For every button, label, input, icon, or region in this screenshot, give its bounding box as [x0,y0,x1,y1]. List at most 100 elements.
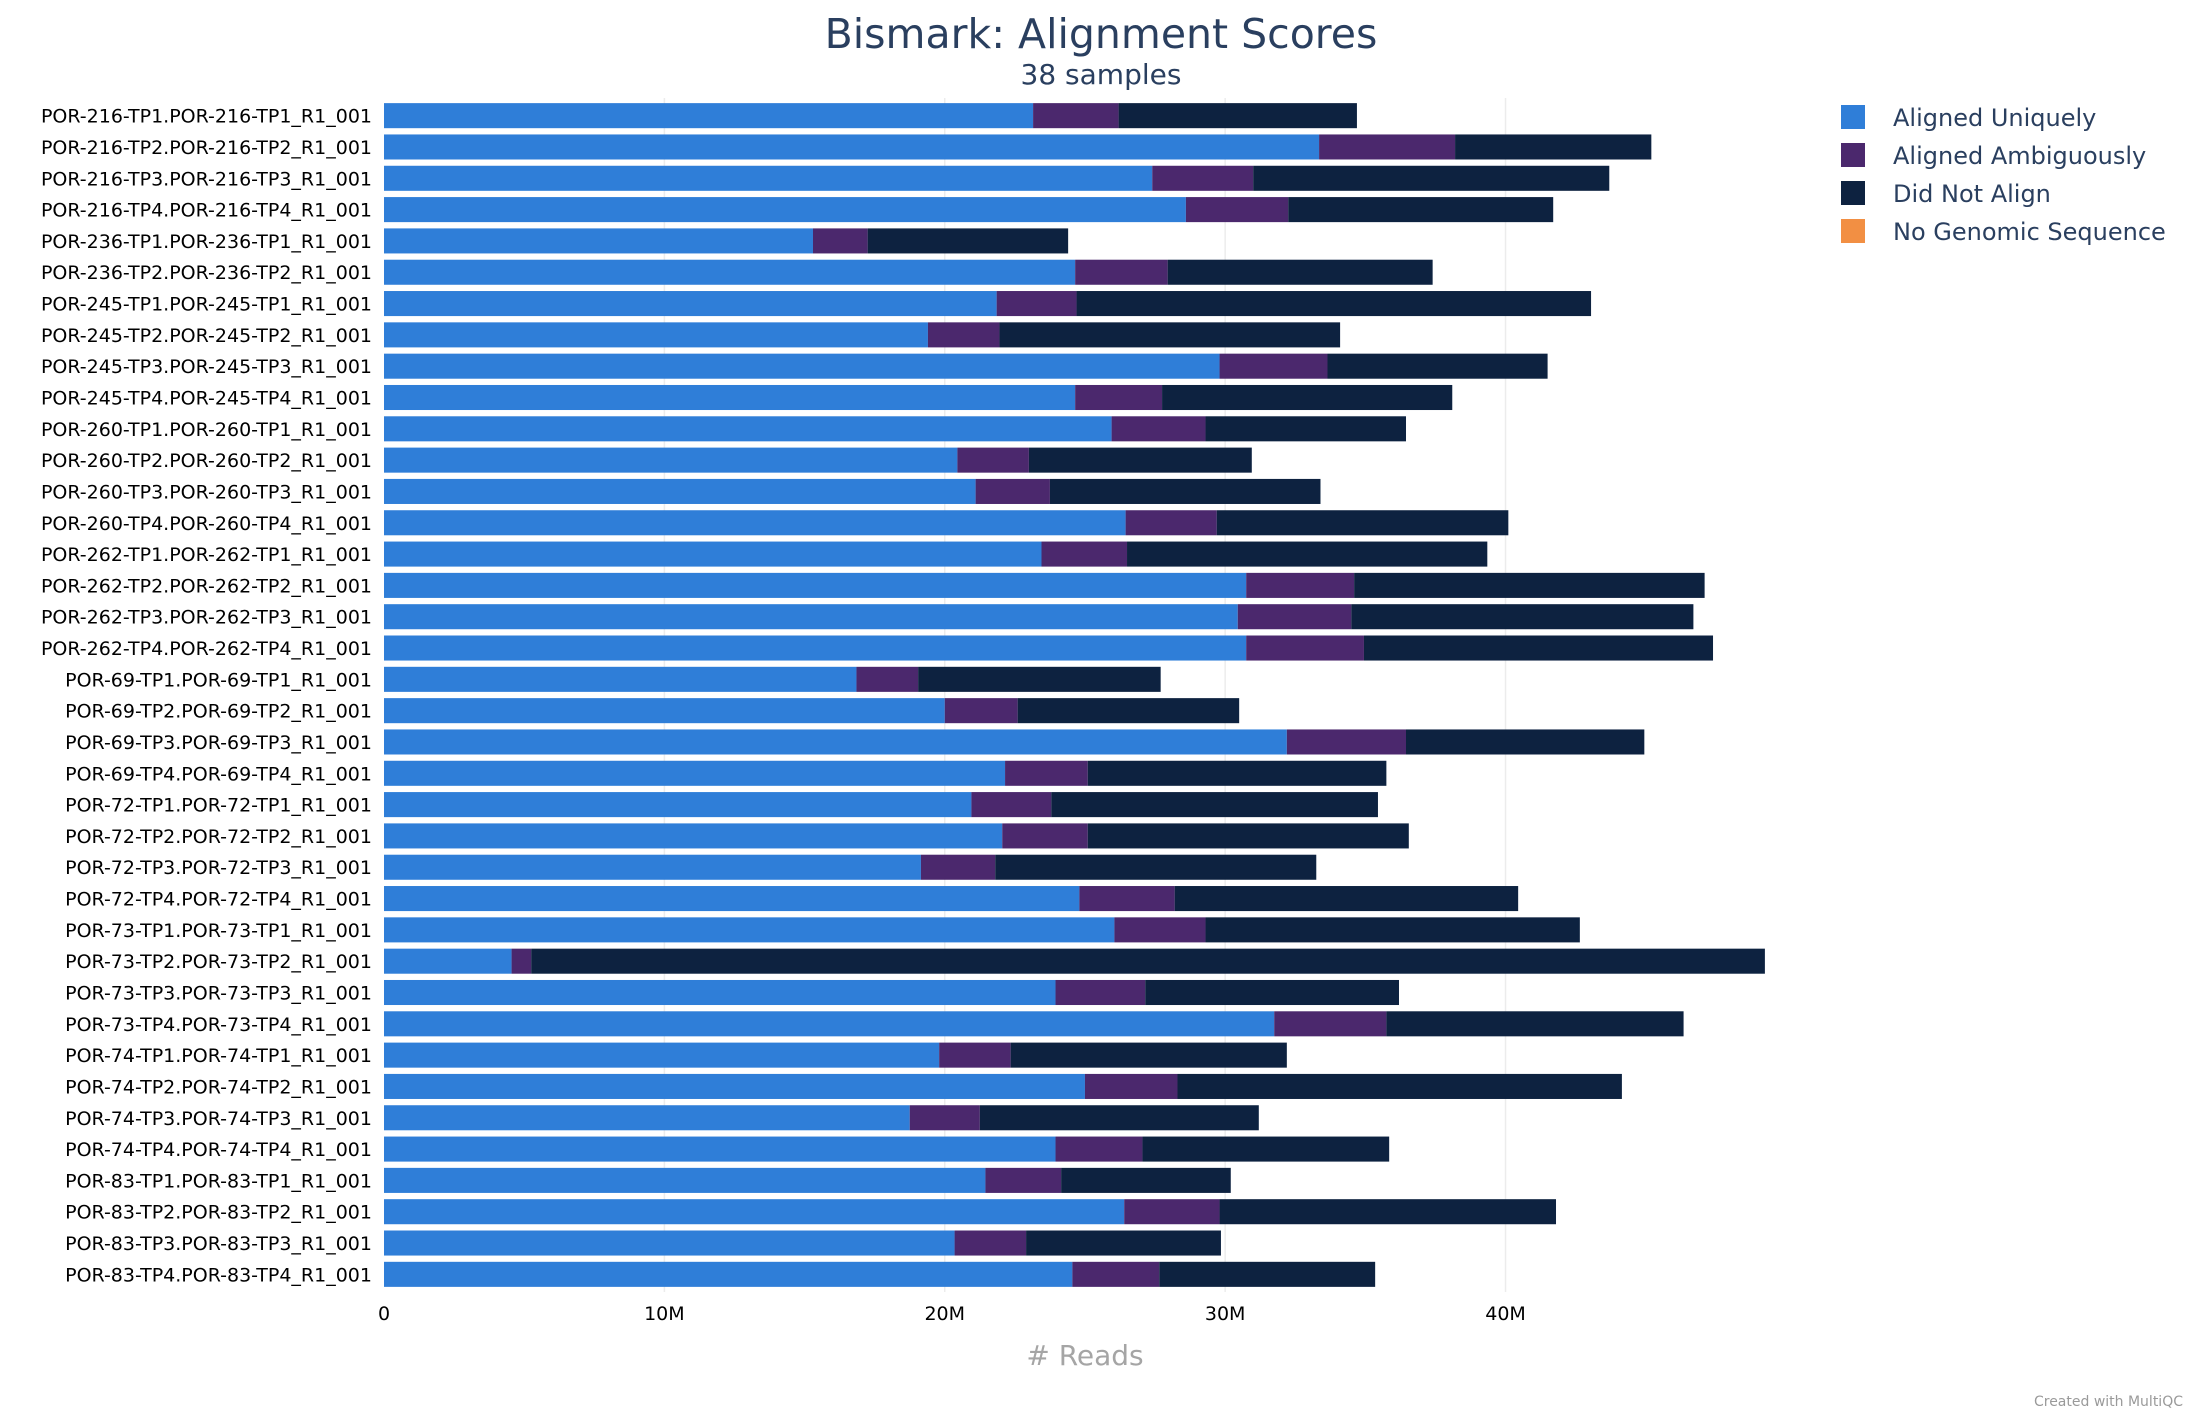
y-axis-label: POR-73-TP4.POR-73-TP4_R1_001 [65,1014,372,1036]
bar-segment [1177,1073,1622,1099]
legend-label: Aligned Uniquely [1893,104,2096,132]
bar-segment [1028,447,1252,473]
y-axis-label: POR-74-TP1.POR-74-TP1_R1_001 [65,1045,372,1067]
bar-segment [1084,1073,1178,1099]
bar-segment [384,384,1076,411]
multiqc-credit: Created with MultiQC [2034,1394,2183,1410]
bar-segment [1087,760,1387,786]
y-axis-label: POR-73-TP1.POR-73-TP1_R1_001 [65,920,372,942]
bar-segment [918,666,1161,692]
x-tick-label: 40M [1485,1303,1526,1325]
bar-segment [1152,165,1254,191]
y-axis-label: POR-74-TP4.POR-74-TP4_R1_001 [65,1139,372,1161]
y-axis-label: POR-236-TP2.POR-236-TP2_R1_001 [41,262,372,284]
bar-segment [1051,792,1378,818]
y-axis-label: POR-216-TP4.POR-216-TP4_R1_001 [41,200,372,222]
x-axis-title: # Reads [1026,1339,1143,1372]
bar-segment [1286,729,1407,755]
bar-segment [1216,510,1509,536]
bar-segment [1319,134,1456,160]
bar-segment [909,1105,980,1131]
y-axis-label: POR-73-TP3.POR-73-TP3_R1_001 [65,983,372,1005]
y-axis-label: POR-72-TP3.POR-72-TP3_R1_001 [65,857,372,879]
bar-segment [384,103,1034,129]
y-axis-label: POR-74-TP2.POR-74-TP2_R1_001 [65,1076,372,1098]
legend-label: Aligned Ambiguously [1893,142,2146,170]
y-axis-label: POR-72-TP2.POR-72-TP2_R1_001 [65,826,372,848]
legend-swatch [1841,181,1865,205]
bar-segment [384,823,1003,849]
bar-segment [1288,197,1554,223]
bar-segment [384,134,1320,160]
bar-segment [1406,729,1645,755]
x-tick-label: 10M [644,1303,685,1325]
y-axis-label: POR-262-TP4.POR-262-TP4_R1_001 [41,638,372,660]
y-axis-label: POR-83-TP3.POR-83-TP3_R1_001 [65,1233,372,1255]
bar-segment [1079,886,1175,912]
bar-segment [971,792,1052,818]
bar-segment [975,478,1050,504]
y-axis-labels: POR-216-TP1.POR-216-TP1_R1_001 POR-216-TP… [41,106,372,1287]
x-tick-label: 0 [378,1303,390,1325]
bar-segment [999,322,1341,348]
bar-segment [856,666,919,692]
bar-segment [1185,197,1289,223]
bar-segment [867,228,1069,254]
bar-segment [939,1042,1011,1068]
bar-segment [985,1167,1062,1193]
bar-segment [1351,604,1694,630]
y-axis-label: POR-245-TP3.POR-245-TP3_R1_001 [41,356,372,378]
y-axis-label: POR-83-TP2.POR-83-TP2_R1_001 [65,1202,372,1224]
bar-segment [1159,1261,1376,1287]
bar-segment [1174,886,1519,912]
y-axis-label: POR-83-TP4.POR-83-TP4_R1_001 [65,1264,372,1286]
bar-segment [1087,823,1409,849]
bar-segment [1327,353,1548,379]
bar-segment [1145,979,1399,1006]
bar-segment [384,1011,1275,1037]
bar-segment [384,165,1153,191]
y-axis-label: POR-216-TP2.POR-216-TP2_R1_001 [41,137,372,159]
bar-segment [812,228,868,254]
x-tick-label: 20M [924,1303,965,1325]
bar-segment [1026,1230,1221,1256]
bar-segment [384,510,1126,536]
bar-segment [384,291,997,317]
bar-segment [384,1042,940,1068]
bar-segment [384,1230,955,1256]
bar-segment [1205,416,1407,442]
bar-segment [384,447,958,473]
bar-segment [384,541,1042,567]
bar-segment [384,604,1238,630]
y-axis-label: POR-245-TP4.POR-245-TP4_R1_001 [41,388,372,410]
bar-segment [384,854,921,880]
bar-segment [384,1136,1056,1162]
y-axis-label: POR-69-TP1.POR-69-TP1_R1_001 [65,669,372,691]
legend-label: Did Not Align [1893,180,2051,208]
legend-swatch [1841,105,1865,129]
y-axis-label: POR-74-TP3.POR-74-TP3_R1_001 [65,1108,372,1130]
bar-segment [1055,1136,1143,1162]
bar-segment [384,948,512,974]
bar-segment [384,322,928,348]
bar-segment [1125,510,1217,536]
bar-segment [1219,1199,1557,1225]
y-axis-label: POR-236-TP1.POR-236-TP1_R1_001 [41,231,372,253]
bar-segment [944,698,1018,724]
chart-title: Bismark: Alignment Scores [825,10,1378,58]
bar-segment [511,948,532,974]
y-axis-label: POR-69-TP2.POR-69-TP2_R1_001 [65,701,372,723]
y-axis-label: POR-260-TP1.POR-260-TP1_R1_001 [41,419,372,441]
bar-segment [384,478,976,504]
y-axis-label: POR-262-TP1.POR-262-TP1_R1_001 [41,544,372,566]
legend-swatch [1841,219,1865,243]
bar-segment [1118,103,1357,129]
bar-segment [995,854,1317,880]
y-axis-label: POR-69-TP3.POR-69-TP3_R1_001 [65,732,372,754]
y-axis-label: POR-262-TP2.POR-262-TP2_R1_001 [41,575,372,597]
bar-segment [1002,823,1088,849]
bar-segment [384,792,972,818]
bar-segment [384,259,1076,285]
bar-segment [384,729,1287,755]
